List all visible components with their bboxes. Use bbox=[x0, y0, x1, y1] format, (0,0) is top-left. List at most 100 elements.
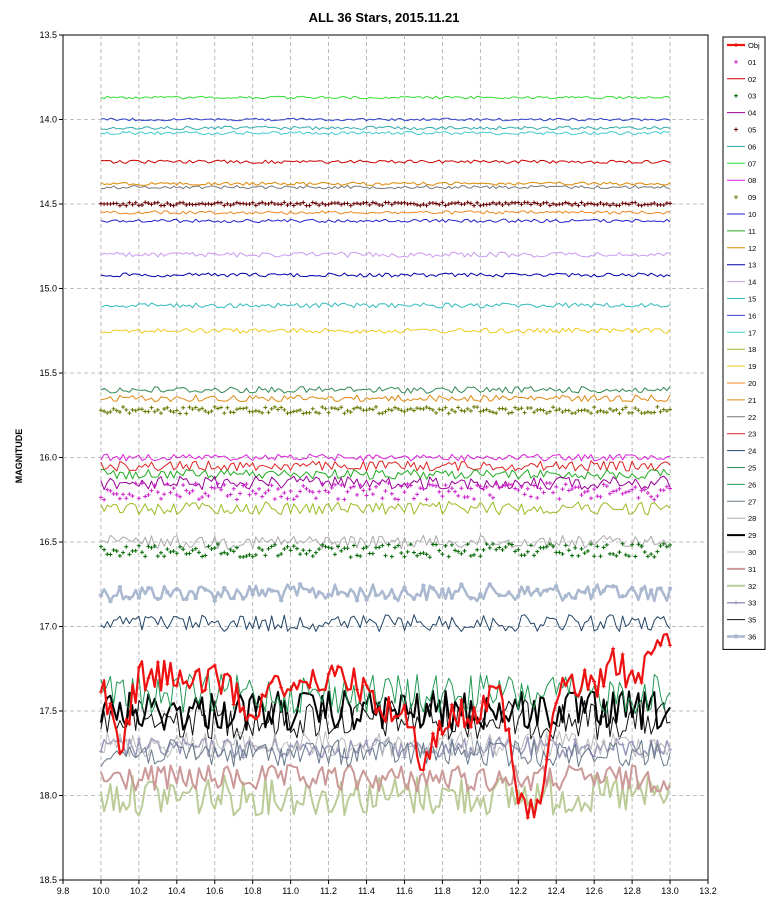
data-point bbox=[140, 407, 145, 412]
data-point bbox=[589, 411, 594, 416]
data-point bbox=[374, 404, 379, 409]
legend-label: 16 bbox=[748, 311, 756, 320]
data-point bbox=[364, 200, 369, 205]
data-point bbox=[446, 411, 451, 416]
data-point bbox=[276, 486, 280, 491]
data-point bbox=[155, 200, 160, 205]
data-point bbox=[355, 553, 360, 558]
data-point bbox=[326, 490, 331, 495]
legend-item-27: 27 bbox=[727, 497, 756, 506]
data-point bbox=[238, 491, 243, 496]
data-point bbox=[320, 481, 325, 486]
data-point bbox=[487, 492, 492, 497]
data-point bbox=[570, 553, 575, 558]
data-point bbox=[570, 487, 575, 492]
data-point bbox=[541, 408, 546, 413]
data-point bbox=[427, 482, 432, 487]
data-point bbox=[244, 554, 249, 559]
data-point bbox=[336, 544, 341, 549]
data-point bbox=[491, 200, 495, 205]
data-point bbox=[320, 542, 325, 547]
data-point bbox=[146, 201, 151, 206]
data-point bbox=[310, 406, 315, 411]
x-tick-label: 12.4 bbox=[547, 886, 565, 896]
legend-marker bbox=[734, 127, 738, 132]
legend-item-14: 14 bbox=[727, 278, 756, 287]
data-point bbox=[310, 490, 315, 495]
data-point bbox=[481, 487, 486, 492]
series-line-24 bbox=[100, 614, 671, 632]
data-point bbox=[326, 671, 331, 676]
data-point bbox=[348, 485, 353, 490]
data-point bbox=[127, 492, 132, 497]
data-point bbox=[143, 494, 148, 499]
data-point bbox=[440, 494, 445, 499]
data-point bbox=[317, 688, 322, 693]
data-point bbox=[373, 592, 379, 598]
data-point bbox=[532, 553, 537, 558]
x-tick-label: 11.0 bbox=[282, 886, 299, 896]
data-point bbox=[155, 554, 160, 559]
y-tick-label: 17.0 bbox=[39, 622, 57, 632]
data-point bbox=[598, 554, 603, 559]
data-point bbox=[159, 496, 164, 501]
data-point bbox=[367, 406, 372, 411]
data-point bbox=[582, 668, 587, 673]
data-point bbox=[336, 497, 341, 502]
data-point bbox=[294, 494, 299, 499]
data-point bbox=[260, 692, 265, 697]
data-point bbox=[652, 410, 657, 415]
data-point bbox=[468, 746, 473, 751]
data-point bbox=[209, 409, 214, 414]
data-point bbox=[468, 486, 473, 491]
data-point bbox=[421, 583, 426, 588]
data-point bbox=[206, 410, 211, 415]
data-point bbox=[288, 201, 293, 206]
legend-label: 35 bbox=[748, 616, 756, 625]
legend-label: 06 bbox=[748, 142, 756, 151]
data-point bbox=[342, 497, 347, 502]
data-point bbox=[168, 409, 173, 414]
x-tick-label: 10.4 bbox=[168, 886, 186, 896]
data-point bbox=[155, 407, 160, 412]
data-point bbox=[645, 491, 650, 496]
data-point bbox=[491, 410, 495, 415]
data-point bbox=[313, 410, 318, 415]
data-point bbox=[203, 409, 208, 414]
data-point bbox=[668, 486, 673, 491]
data-point bbox=[159, 550, 164, 555]
legend-item-06: 06 bbox=[727, 142, 756, 151]
data-point bbox=[108, 488, 113, 493]
data-point bbox=[279, 202, 284, 207]
data-point bbox=[285, 411, 290, 416]
data-point bbox=[301, 483, 306, 488]
data-point bbox=[377, 545, 382, 550]
data-point bbox=[310, 200, 315, 205]
data-point bbox=[102, 547, 107, 552]
data-point bbox=[196, 550, 201, 555]
data-point bbox=[165, 589, 170, 595]
series-27 bbox=[100, 739, 671, 768]
data-point bbox=[535, 587, 540, 592]
data-point bbox=[535, 549, 540, 554]
data-point bbox=[652, 201, 657, 206]
data-point bbox=[462, 548, 467, 553]
legend-marker bbox=[734, 600, 738, 605]
data-point bbox=[500, 202, 505, 207]
series-line-17 bbox=[100, 130, 671, 136]
data-point bbox=[250, 592, 255, 597]
data-point bbox=[402, 200, 407, 205]
data-point bbox=[582, 590, 587, 595]
data-point bbox=[165, 682, 170, 687]
data-point bbox=[563, 200, 568, 205]
data-point bbox=[114, 492, 119, 497]
legend-label: 13 bbox=[748, 261, 756, 270]
data-point bbox=[566, 408, 571, 413]
data-point bbox=[345, 546, 350, 551]
data-point bbox=[421, 486, 426, 491]
data-point bbox=[478, 716, 483, 721]
series-19 bbox=[100, 327, 671, 334]
data-point bbox=[326, 545, 331, 550]
data-point bbox=[313, 496, 318, 501]
data-point bbox=[509, 482, 514, 487]
